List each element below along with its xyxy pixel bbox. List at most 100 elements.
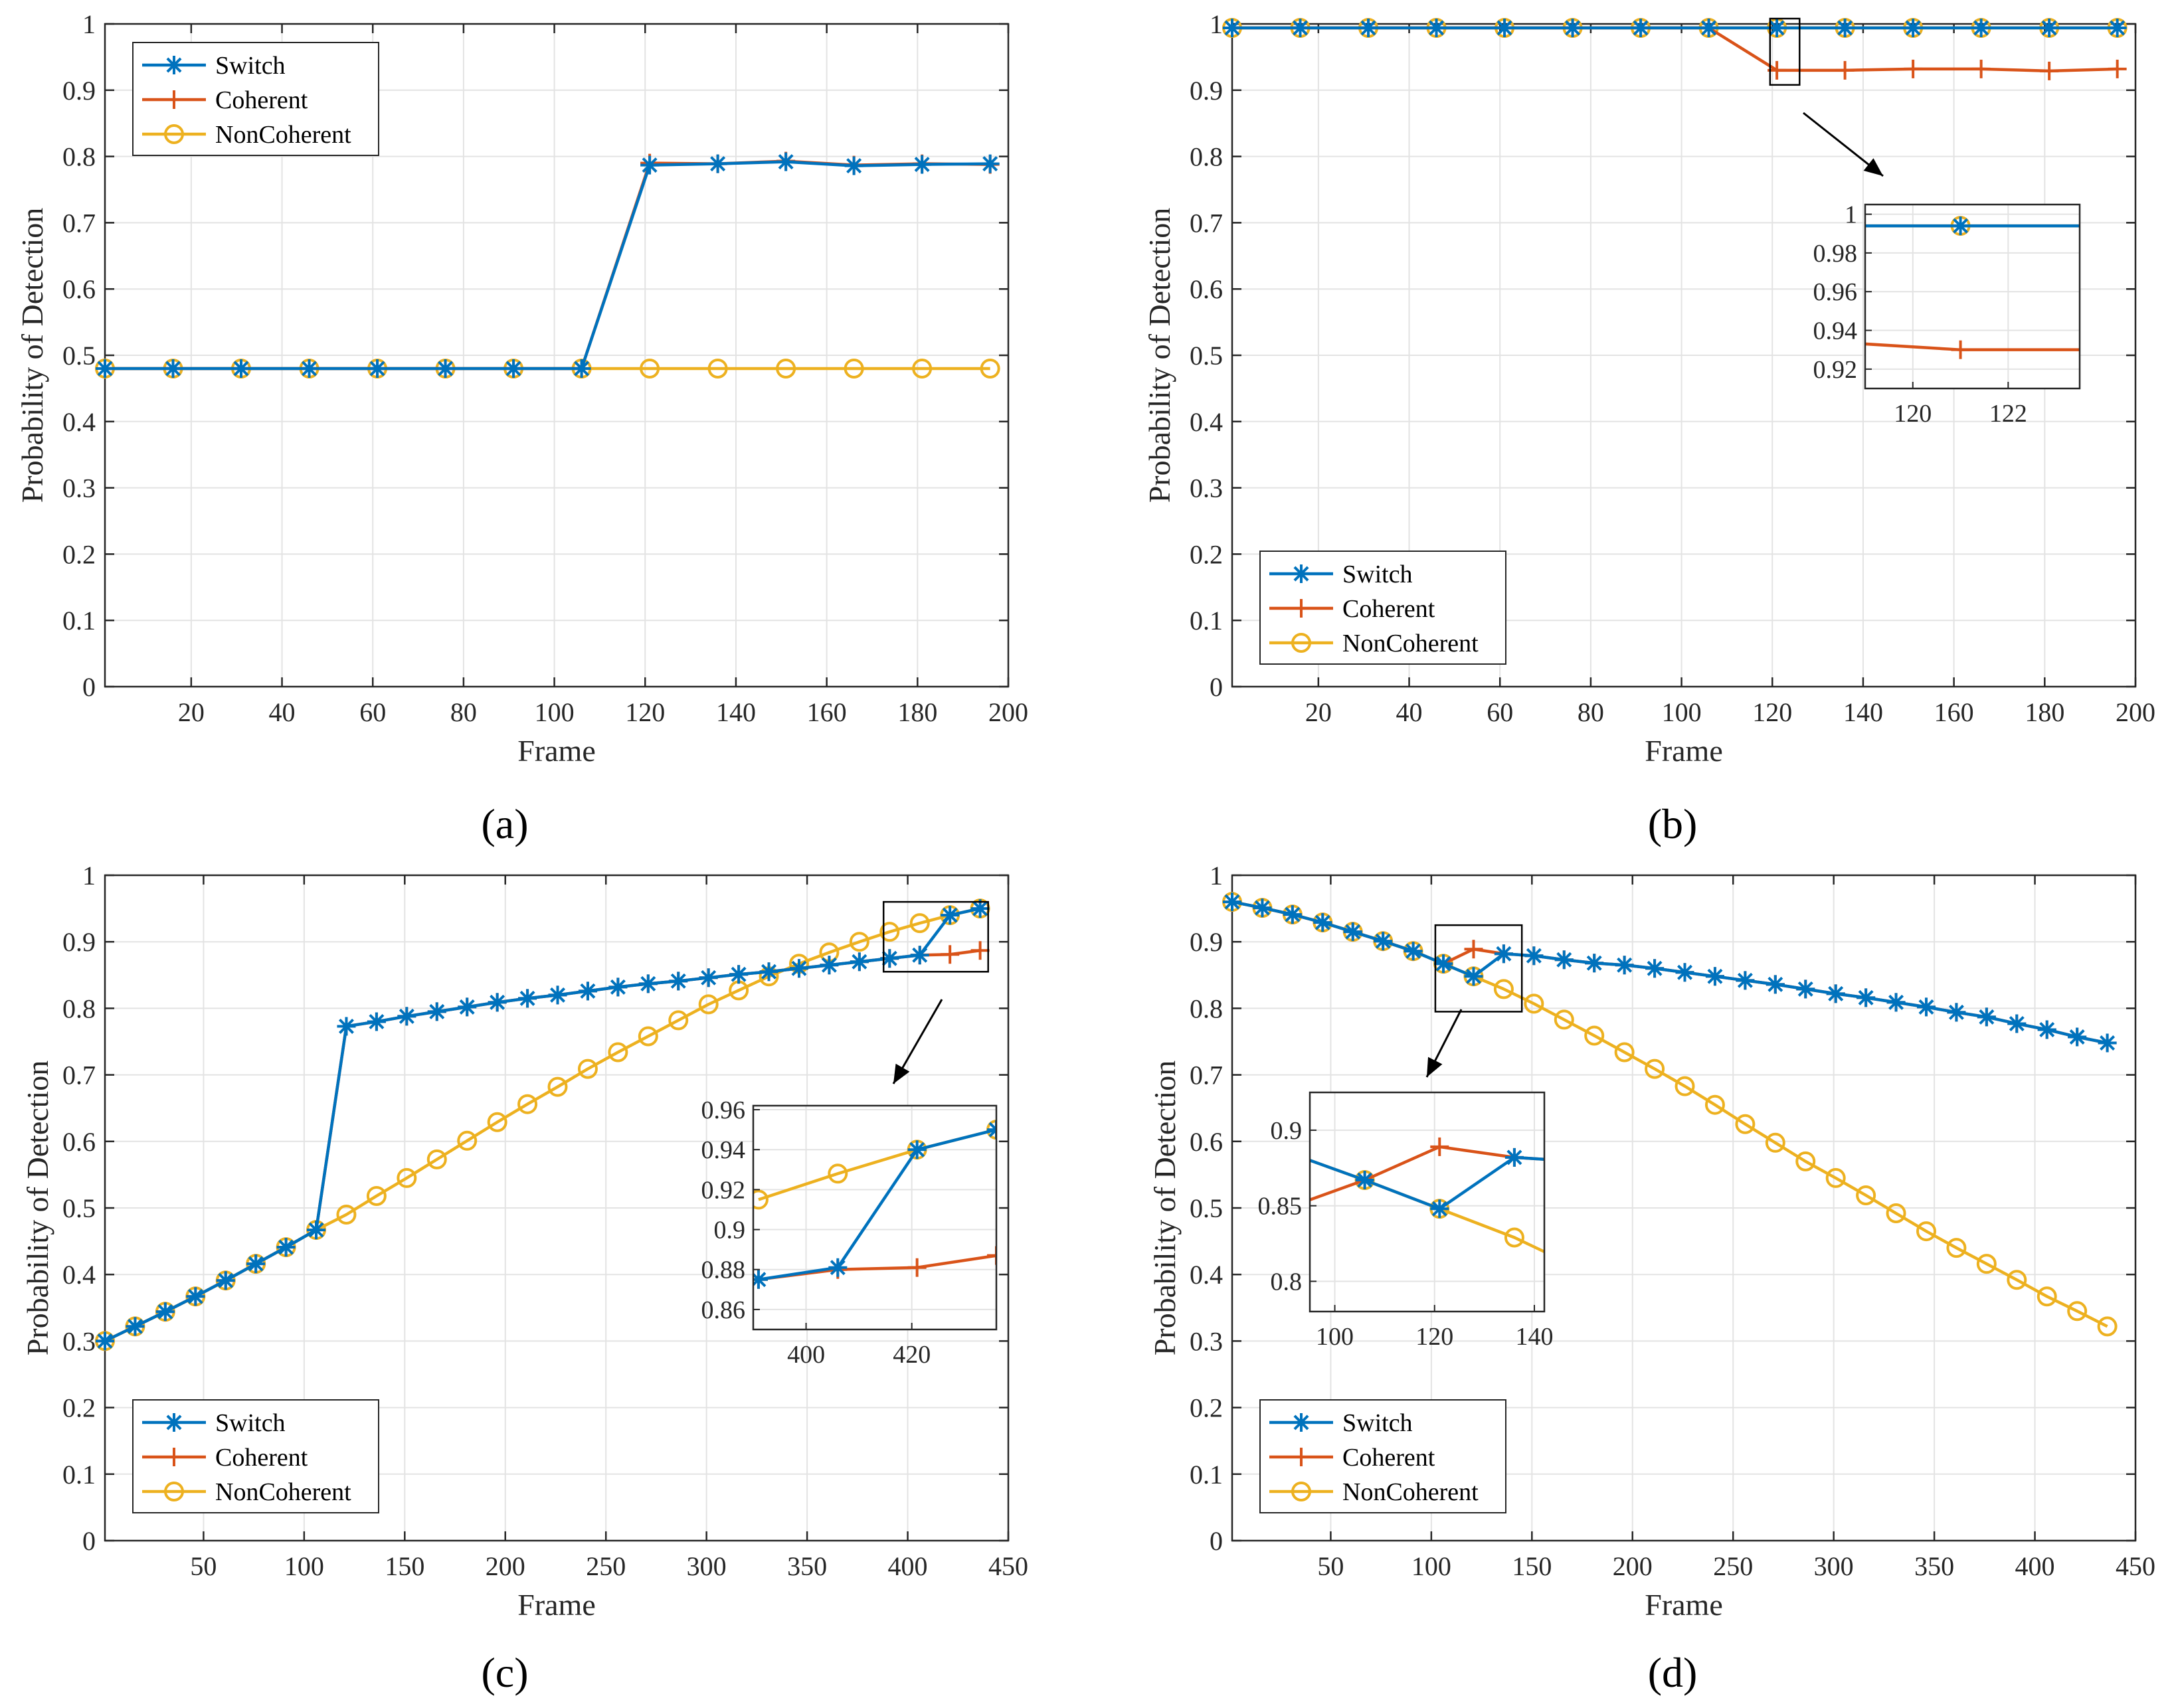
x-tick-label: 80 [450, 697, 477, 727]
data-point-noncoherent [457, 1130, 478, 1151]
inset-x-tick-label: 120 [1415, 1323, 1453, 1351]
data-point-switch [1835, 18, 1855, 37]
data-point-switch [578, 982, 597, 1001]
inset: 100 120 140 0.8 0.85 0.9 [1258, 1091, 1553, 1351]
legend-label-noncoherent: NonCoherent [215, 121, 351, 149]
data-point-switch [1977, 1007, 1996, 1027]
inset: 400 420 0.86 0.88 0.9 0.92 0.94 0.96 [701, 1096, 998, 1369]
data-point-switch [186, 1287, 205, 1306]
data-point-switch [232, 359, 251, 378]
x-tick-label: 50 [1317, 1551, 1344, 1581]
zoom-box [882, 900, 989, 973]
zoom-arrow-head [893, 1063, 910, 1084]
data-point-switch [669, 972, 688, 991]
legend-marker-noncoherent [164, 1482, 184, 1501]
data-point-coherent [970, 941, 990, 960]
data-point-switch [1427, 18, 1446, 37]
x-tick-label: 140 [1843, 697, 1883, 727]
legend-marker-coherent [1292, 599, 1311, 618]
x-tick-label: 450 [2116, 1551, 2155, 1581]
series-switch [1223, 18, 2127, 37]
y-tick-label: 0.2 [62, 1393, 96, 1423]
data-point-switch [1645, 959, 1665, 978]
inset-y-tick-label: 0.86 [701, 1296, 746, 1324]
y-tick-label: 0.2 [62, 539, 96, 569]
x-tick-label: 120 [625, 697, 665, 727]
legend-marker-noncoherent [1291, 1482, 1311, 1501]
legend-label-coherent: Coherent [1342, 1444, 1435, 1472]
inset-plot [753, 1120, 996, 1289]
legend-marker-coherent [165, 90, 183, 109]
inset-y-tick-label: 0.8 [1271, 1268, 1303, 1296]
data-point-noncoherent [487, 1112, 507, 1132]
data-point-noncoherent [2007, 1270, 2027, 1290]
legend-entry-noncoherent: NonCoherent [1269, 1478, 1479, 1506]
data-point-switch [1404, 942, 1423, 961]
data-point-switch [708, 154, 727, 173]
data-point-switch [1768, 18, 1787, 37]
panel-label: (c) [481, 1649, 528, 1696]
inset-y-tick-label: 0.85 [1258, 1193, 1303, 1221]
y-tick-label: 0.2 [1190, 1393, 1223, 1423]
inset-axes-box [752, 1104, 998, 1331]
x-axis-label: Frame [1645, 734, 1723, 768]
data-point-switch [1947, 1003, 1966, 1022]
inset-data-point-switch [1504, 1148, 1524, 1167]
y-tick-label: 0.8 [62, 142, 96, 172]
data-point-switch [1971, 18, 1991, 37]
y-tick-label: 0 [1210, 1526, 1223, 1556]
legend-entry-coherent: Coherent [1269, 595, 1435, 623]
inset-x-tick-label: 420 [893, 1341, 931, 1369]
legend-entry-switch: Switch [1269, 560, 1413, 588]
y-tick-label: 0.9 [1190, 76, 1223, 106]
data-point-noncoherent [577, 1059, 598, 1079]
data-point-switch [1554, 950, 1574, 970]
y-tick-label: 1 [1210, 861, 1223, 891]
data-point-switch [504, 359, 523, 378]
data-point-noncoherent [336, 1205, 357, 1225]
data-point-switch [427, 1002, 446, 1021]
y-tick-label: 0.4 [62, 407, 96, 437]
data-point-noncoherent [879, 922, 900, 942]
y-tick-label: 0.1 [62, 606, 96, 636]
data-point-switch [1223, 18, 1241, 37]
legend-label-switch: Switch [1342, 560, 1413, 588]
inset-plot [1310, 1137, 1544, 1254]
x-tick-label: 250 [586, 1551, 626, 1581]
data-point-switch [458, 997, 477, 1017]
data-point-switch [1857, 988, 1876, 1007]
inset: 120 122 0.92 0.94 0.96 0.98 1 [1813, 201, 2081, 428]
data-point-switch [1766, 975, 1785, 994]
x-tick-label: 100 [1662, 697, 1702, 727]
data-point-switch [980, 154, 1000, 173]
data-point-switch [913, 155, 932, 174]
y-tick-label: 0.8 [1190, 993, 1223, 1023]
data-point-noncoherent [698, 994, 719, 1015]
y-tick-label: 0.3 [1190, 473, 1223, 503]
x-tick-label: 100 [535, 697, 575, 727]
x-tick-label: 300 [1814, 1551, 1854, 1581]
legend-label-coherent: Coherent [1342, 595, 1435, 623]
data-point-noncoherent [844, 358, 864, 379]
data-point-noncoherent [1645, 1059, 1665, 1079]
inset-x-tick-label: 400 [787, 1341, 825, 1369]
inset-y-tick-label: 0.92 [701, 1176, 746, 1204]
data-point-noncoherent [547, 1076, 568, 1097]
inset-x-tick-label: 100 [1316, 1323, 1354, 1351]
data-point-switch [880, 949, 899, 968]
legend-label-noncoherent: NonCoherent [215, 1478, 351, 1506]
data-point-noncoherent [849, 932, 869, 952]
data-point-switch [1563, 18, 1582, 37]
data-point-switch [759, 962, 778, 982]
data-point-switch [1886, 993, 1906, 1012]
data-point-noncoherent [2097, 1316, 2118, 1337]
legend-entry-coherent: Coherent [142, 1444, 308, 1472]
data-point-switch [1464, 967, 1483, 986]
series-line-switch [105, 160, 990, 371]
legend-marker-noncoherent [1291, 633, 1311, 653]
data-point-switch [789, 959, 808, 978]
data-point-switch [844, 156, 863, 175]
legend-label-noncoherent: NonCoherent [1342, 1478, 1479, 1506]
data-point-switch [1223, 893, 1241, 912]
